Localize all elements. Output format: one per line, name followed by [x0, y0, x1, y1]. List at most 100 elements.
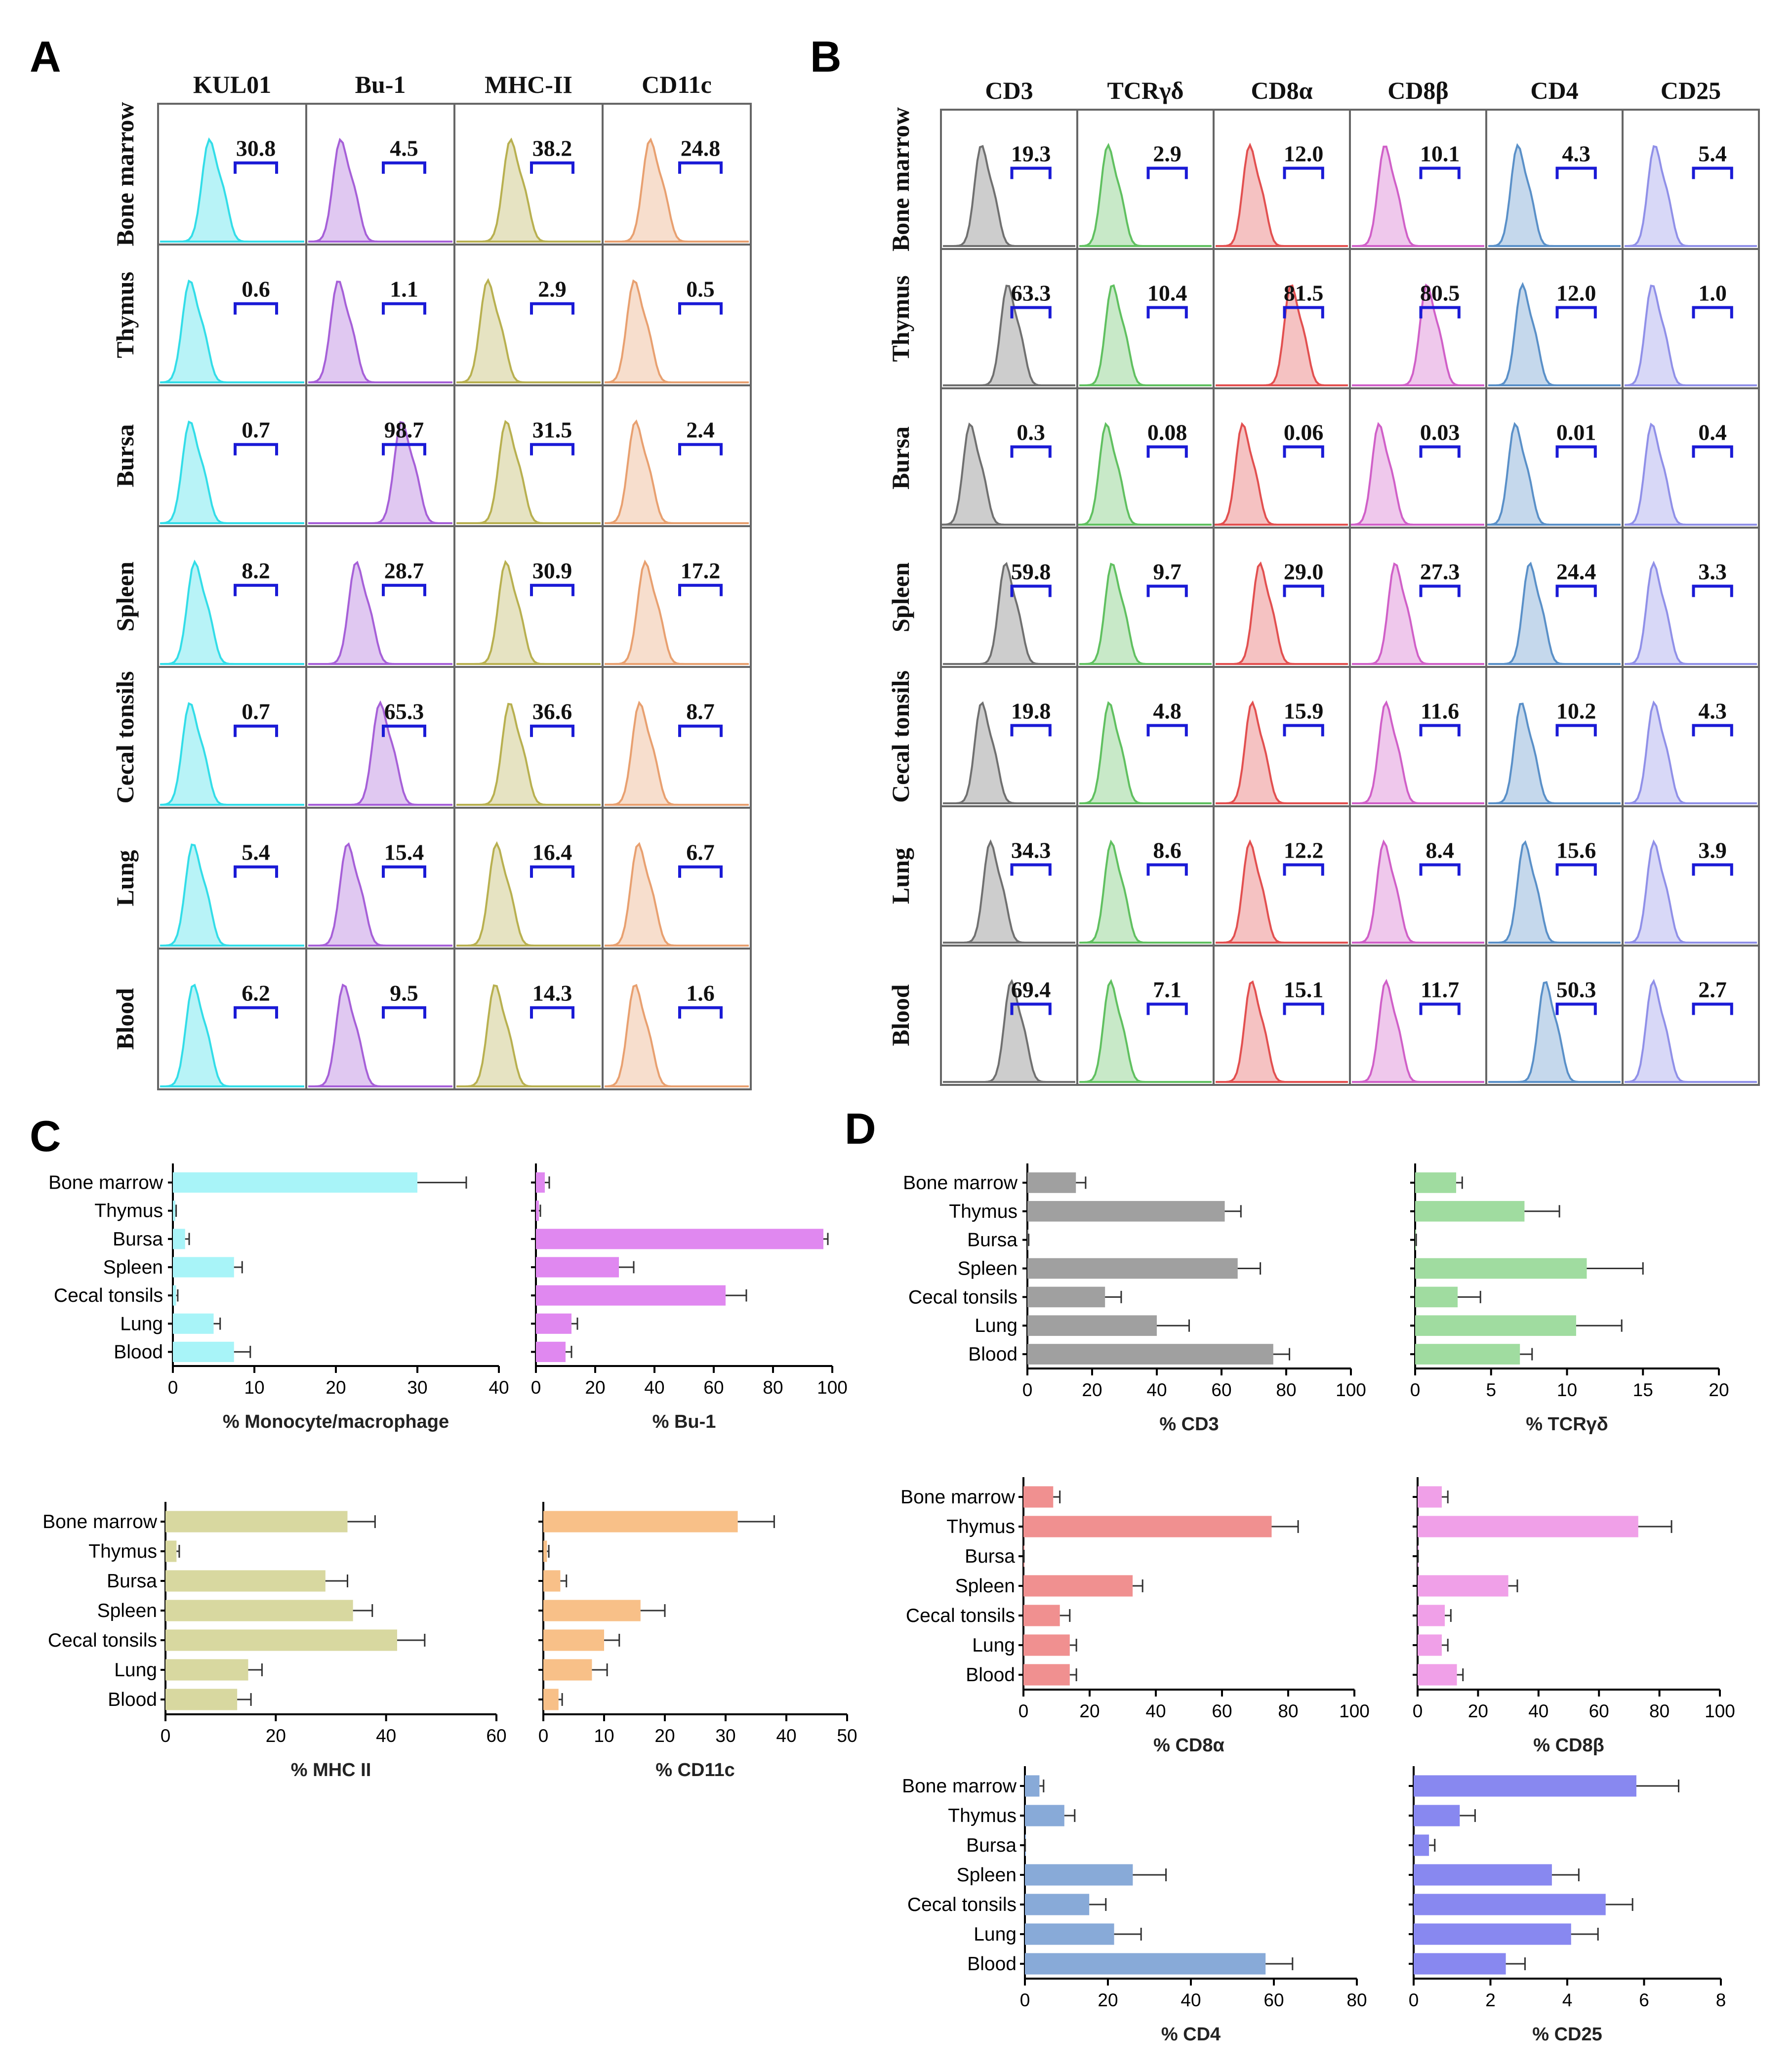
x-tick-label: 0 — [1020, 1990, 1030, 2010]
gate-bracket — [1283, 445, 1324, 458]
bar-thymus — [1027, 1201, 1225, 1222]
bar-blood — [1027, 1344, 1273, 1365]
x-axis-label: % CD11c — [655, 1760, 735, 1781]
histogram-curve — [160, 559, 304, 665]
histogram-cd3-cecal-tonsils: 19.8 — [940, 666, 1078, 807]
x-tick-label: 20 — [585, 1377, 605, 1398]
bar-cecal-tonsils — [1414, 1894, 1606, 1915]
histogram-cd4-spleen: 24.4 — [1485, 527, 1624, 668]
column-header-cd4: CD4 — [1530, 77, 1578, 104]
gate-percentage: 19.8 — [1011, 698, 1051, 723]
gate-percentage: 98.7 — [384, 417, 424, 443]
histogram-frame — [1076, 666, 1215, 807]
histogram-frame — [1622, 666, 1760, 807]
gate-percentage: 69.4 — [1011, 977, 1051, 1002]
bar-bone-marrow — [1415, 1172, 1457, 1193]
row-label-thymus: Thymus — [887, 275, 914, 362]
gate-bracket — [1419, 1002, 1461, 1015]
gate-percentage: 30.9 — [532, 558, 572, 583]
histogram-curve — [1079, 284, 1212, 386]
row-label-bursa: Bursa — [887, 426, 914, 490]
histogram-cd3-blood: 69.4 — [940, 945, 1078, 1086]
gate-percentage: 0.6 — [242, 277, 270, 302]
histogram-tcr-thymus: 10.4 — [1076, 248, 1215, 389]
gate-percentage: 10.2 — [1556, 698, 1596, 723]
gate-percentage: 8.2 — [242, 558, 270, 583]
category-label-bursa: Bursa — [965, 1546, 1015, 1567]
bar-cecal-tonsils — [536, 1285, 726, 1306]
histogram-frame — [1076, 527, 1215, 668]
bar-bone-marrow — [1418, 1486, 1442, 1508]
histogram-mhc-ii-cecal-tonsils: 36.6 — [453, 666, 604, 809]
gate-bracket — [678, 724, 723, 737]
histogram-curve — [1488, 703, 1621, 804]
x-tick-label: 80 — [1346, 1990, 1367, 2010]
gate-percentage: 19.3 — [1011, 141, 1051, 166]
x-axis-label: % CD25 — [1532, 2024, 1602, 2045]
gate-bracket — [1419, 166, 1461, 179]
gate-percentage: 0.7 — [242, 699, 270, 724]
gate-bracket — [530, 583, 574, 596]
histogram-cd3-bone-marrow: 19.3 — [940, 109, 1078, 250]
category-label-spleen: Spleen — [97, 1600, 157, 1621]
row-label-cecal-tonsils: Cecal tonsils — [887, 670, 914, 803]
gate-percentage: 2.7 — [1698, 977, 1727, 1002]
bar-lung — [1025, 1923, 1114, 1945]
histogram-kul01-lung: 5.4 — [157, 807, 307, 950]
x-tick-label: 40 — [1528, 1701, 1548, 1721]
gate-bracket — [678, 161, 723, 174]
gate-bracket — [530, 724, 574, 737]
histogram-cd8-bursa: 0.06 — [1213, 387, 1351, 529]
histogram-cd25-blood: 2.7 — [1622, 945, 1760, 1086]
gate-percentage: 30.8 — [236, 136, 276, 161]
bar-thymus — [1415, 1201, 1525, 1222]
histogram-curve — [604, 419, 749, 524]
x-tick-label: 40 — [776, 1726, 796, 1746]
histogram-curve — [1216, 284, 1348, 386]
histogram-frame — [453, 103, 604, 246]
x-tick-label: 100 — [817, 1377, 848, 1398]
histogram-frame — [1622, 109, 1760, 250]
gate-bracket — [1283, 863, 1324, 876]
histogram-frame — [1076, 805, 1215, 947]
category-label-cecal-tonsils: Cecal tonsils — [48, 1630, 157, 1651]
category-label-lung: Lung — [114, 1659, 157, 1681]
x-tick-label: 15 — [1633, 1380, 1653, 1400]
category-label-lung: Lung — [120, 1313, 163, 1334]
x-tick-label: 40 — [1146, 1380, 1167, 1400]
bar-cecal-tonsils — [1027, 1286, 1105, 1308]
bar-cecal-tonsils — [1025, 1894, 1090, 1915]
gate-percentage: 17.2 — [681, 558, 721, 583]
histogram-curve — [456, 841, 601, 947]
bar-blood — [1025, 1953, 1266, 1975]
histogram-frame — [305, 948, 455, 1090]
x-tick-label: 0 — [1413, 1701, 1423, 1721]
category-label-thymus: Thymus — [946, 1516, 1015, 1537]
gate-bracket — [1555, 445, 1597, 458]
gate-percentage: 24.4 — [1556, 559, 1596, 584]
histogram-cd8-thymus: 80.5 — [1349, 248, 1487, 389]
histogram-frame — [157, 103, 307, 246]
gate-percentage: 63.3 — [1011, 280, 1051, 305]
gate-bracket — [1010, 166, 1052, 179]
histogram-curve — [1488, 143, 1621, 247]
histogram-frame — [305, 525, 455, 668]
x-tick-label: 5 — [1486, 1380, 1496, 1400]
x-tick-label: 20 — [1468, 1701, 1488, 1721]
gate-bracket — [234, 1006, 278, 1019]
category-label-lung: Lung — [975, 1315, 1018, 1336]
histogram-curve — [1216, 839, 1348, 944]
histogram-cd25-spleen: 3.3 — [1622, 527, 1760, 668]
gate-percentage: 1.6 — [686, 981, 715, 1006]
x-tick-label: 100 — [1339, 1701, 1370, 1721]
bar-chart-mhc-ii: Bone marrow Thymus Bursa Spleen Cecal tonsil… — [42, 1502, 507, 1781]
histogram-frame — [1349, 109, 1487, 250]
histogram-curve — [308, 700, 452, 806]
gate-percentage: 80.5 — [1420, 280, 1460, 305]
row-label-lung: Lung — [887, 848, 914, 904]
histogram-curve — [605, 842, 749, 947]
row-label-spleen: Spleen — [887, 562, 914, 632]
panel-label-a: A — [30, 32, 61, 81]
bar-blood — [173, 1341, 234, 1362]
gate-bracket — [1146, 1002, 1188, 1015]
